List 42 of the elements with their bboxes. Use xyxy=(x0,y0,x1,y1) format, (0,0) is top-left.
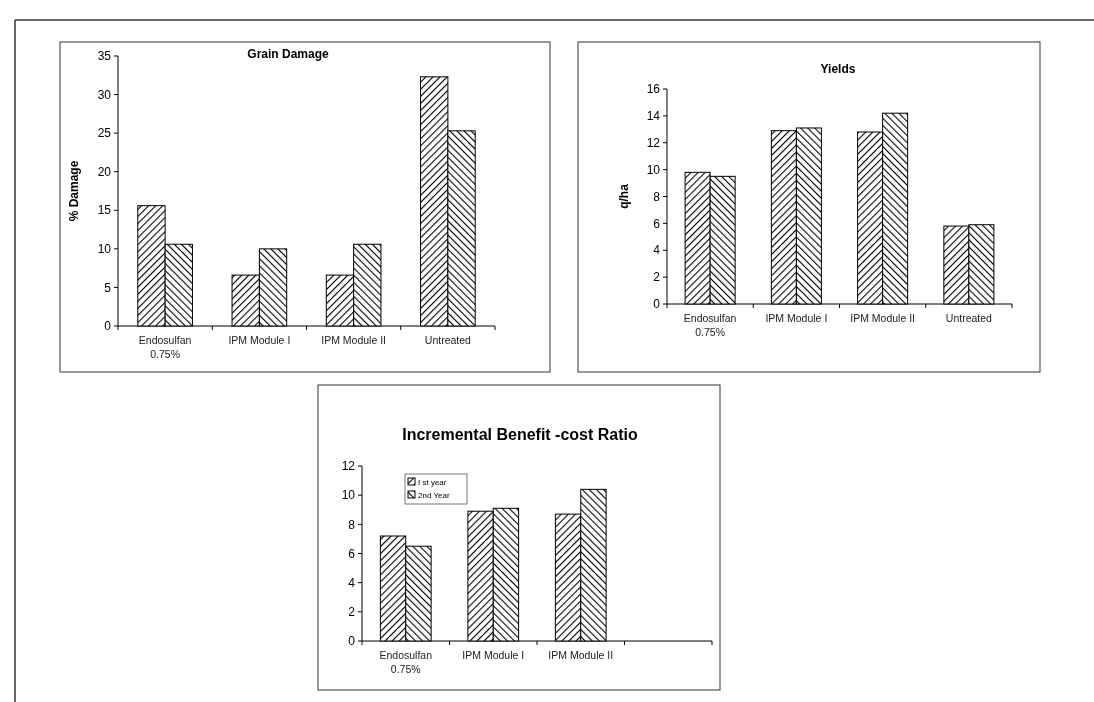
y-tick-label: 8 xyxy=(348,517,356,532)
x-tick-label: Endosulfan 0.75% xyxy=(683,312,737,338)
y-tick-label: 25 xyxy=(97,126,112,141)
y-tick-label: 35 xyxy=(97,49,112,64)
y-tick-label: 20 xyxy=(97,164,112,179)
y-tick-label: 2 xyxy=(653,270,661,285)
y-tick-label: 15 xyxy=(97,203,112,218)
x-tick-label: IPM Module II xyxy=(548,649,614,661)
y-axis-title: % Damage xyxy=(67,160,81,222)
x-tick-label: IPM Module II xyxy=(321,334,387,346)
y-tick-label: 12 xyxy=(341,459,356,474)
y-tick-label: 30 xyxy=(97,87,112,102)
y-tick-label: 0 xyxy=(104,319,112,334)
y-tick-label: 10 xyxy=(341,488,356,503)
x-tick-label: Endosulfan 0.75% xyxy=(379,649,433,675)
y-tick-label: 8 xyxy=(653,189,661,204)
y-tick-label: 10 xyxy=(97,242,112,257)
y-tick-label: 6 xyxy=(653,216,661,231)
x-tick-label: IPM Module I xyxy=(462,649,525,661)
chart-title: Yields xyxy=(820,62,856,76)
x-tick-label: Endosulfan 0.75% xyxy=(138,334,192,360)
y-tick-label: 4 xyxy=(348,575,356,590)
legend-label: 2nd Year xyxy=(418,490,450,500)
chart-title: Incremental Benefit -cost Ratio xyxy=(402,426,639,443)
y-tick-label: 6 xyxy=(348,546,356,561)
x-tick-label: IPM Module I xyxy=(228,334,291,346)
x-tick-label: Untreated xyxy=(945,312,993,324)
legend-label: I st year xyxy=(418,477,447,487)
y-tick-label: 4 xyxy=(653,243,661,258)
x-tick-label: IPM Module I xyxy=(765,312,828,324)
y-axis-title: q/ha xyxy=(617,183,631,209)
chart-title: Grain Damage xyxy=(247,47,329,61)
y-tick-label: 16 xyxy=(646,82,661,97)
y-tick-label: 0 xyxy=(348,634,356,649)
x-tick-label: Untreated xyxy=(424,334,472,346)
y-tick-label: 5 xyxy=(104,280,112,295)
x-tick-label: IPM Module II xyxy=(850,312,916,324)
y-tick-label: 10 xyxy=(646,162,661,177)
y-tick-label: 2 xyxy=(348,605,356,620)
y-tick-label: 14 xyxy=(646,109,661,124)
y-tick-label: 0 xyxy=(653,297,661,312)
y-tick-label: 12 xyxy=(646,135,661,150)
